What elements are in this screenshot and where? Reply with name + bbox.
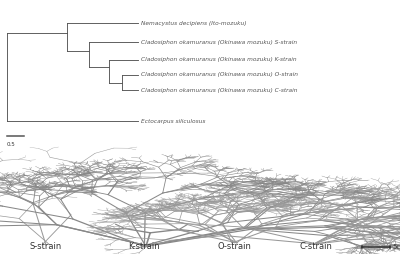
Text: C-strain: C-strain (300, 242, 332, 251)
Text: K-strain: K-strain (128, 242, 160, 251)
Text: 0.5: 0.5 (7, 142, 16, 147)
Text: 5cm: 5cm (392, 244, 400, 250)
Text: O-strain: O-strain (217, 242, 251, 251)
Text: Ectocarpus siliculosus: Ectocarpus siliculosus (141, 119, 206, 124)
Text: Cladosiphon okamuranus (Okinawa mozuku) C-strain: Cladosiphon okamuranus (Okinawa mozuku) … (141, 88, 298, 93)
Text: Cladosiphon okamuranus (Okinawa mozuku) S-strain: Cladosiphon okamuranus (Okinawa mozuku) … (141, 40, 297, 45)
Text: Cladosiphon okamuranus (Okinawa mozuku) K-strain: Cladosiphon okamuranus (Okinawa mozuku) … (141, 57, 297, 62)
Text: S-strain: S-strain (30, 242, 62, 251)
Text: Nemacystus decipiens (Ito-mozuku): Nemacystus decipiens (Ito-mozuku) (141, 21, 247, 26)
Text: Cladosiphon okamuranus (Okinawa mozuku) O-strain: Cladosiphon okamuranus (Okinawa mozuku) … (141, 72, 298, 77)
